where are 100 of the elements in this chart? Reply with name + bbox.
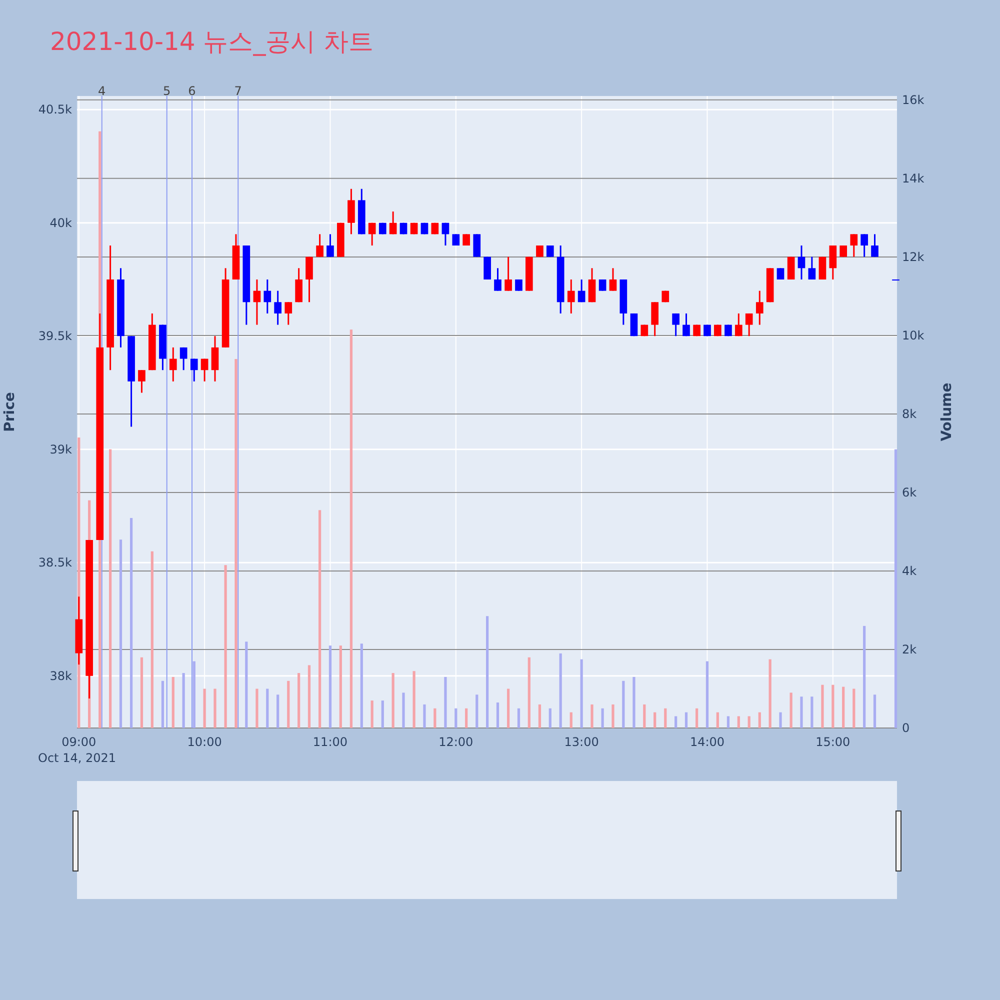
bar [224,565,227,728]
bar [287,680,290,728]
candlestick [200,358,208,382]
bar [434,708,436,728]
bar [873,694,876,728]
y2-tick-label: 8k [902,406,917,421]
candlestick [190,358,198,382]
candlestick [316,233,324,258]
y2-tick-label: 4k [902,564,917,578]
bar [245,642,248,728]
candlestick [368,222,376,246]
candlestick [808,256,816,280]
y2-tick-label: 6k [902,485,917,500]
candlestick [295,267,302,303]
bar [580,659,583,728]
bar [590,704,594,728]
x-tick-label: 15:00 [816,735,850,749]
bar [852,688,856,728]
bar [486,616,489,728]
bar [454,708,458,728]
bar [328,646,332,728]
bar [664,708,667,728]
candlestick [484,256,491,280]
x-tick-label: 12:00 [438,735,474,749]
y-tick-label: 39.5k [38,329,72,344]
candlestick [473,233,481,258]
bar [790,692,792,728]
y-tick-label: 40.5k [38,102,72,117]
bar [496,702,500,728]
candlestick [274,290,282,326]
bar [559,653,562,728]
bar [412,671,416,728]
bar [234,359,238,728]
candlestick [264,278,272,314]
y2-tick-label: 12k [902,250,924,264]
bar [612,704,614,728]
text: Oct 14, 2021 [38,751,116,765]
bar [863,626,866,728]
bar [706,661,709,728]
bar [748,716,750,728]
bar [548,708,552,728]
bar [108,449,112,728]
bar [182,673,185,728]
bar [538,704,542,728]
bar [810,696,814,728]
candlestick [442,222,450,246]
bar [339,646,342,728]
bar [465,708,468,728]
bar [276,694,280,728]
bar [894,449,898,728]
bar [214,688,216,728]
bar [172,676,174,728]
bar [392,673,394,728]
bar [423,704,426,728]
bar [140,657,144,728]
bar [768,659,772,728]
candlestick [306,256,313,303]
candlestick [840,244,848,258]
y2-tick-label: 10k [902,328,924,342]
candlestick [798,244,806,280]
annotation: 6 [188,84,196,98]
bar [192,661,196,728]
y-tick-label: 40k [50,216,72,230]
y2-tick-label: 2k [902,642,917,656]
candlestick [850,233,858,258]
annotation: 4 [98,84,106,98]
bar [203,688,206,728]
y2-tick-label: 14k [902,171,924,186]
annotation: 5 [163,84,171,98]
bar [350,330,353,728]
candlestick [672,312,680,337]
candlestick [734,312,742,337]
candlestick [682,312,690,337]
bar [643,704,646,728]
bar [476,694,478,728]
y2-tick-label: 16k [902,92,924,107]
bar [444,676,447,728]
bar [696,708,698,728]
x-tick-label: 11:00 [312,735,348,749]
candlestick [818,256,826,280]
bar [119,540,122,728]
candlestick [578,278,586,303]
candlestick [787,256,795,280]
candlestick [180,346,188,371]
candlestick [651,301,658,337]
y-tick-label: 39k [50,442,72,456]
candlestick [588,267,596,303]
x-tick-label: 13:00 [564,735,599,749]
candlestick [567,278,575,314]
bar [150,551,154,728]
x-tick-label: 14:00 [690,735,725,749]
candlestick [494,267,502,292]
bar [737,716,740,728]
bar [821,684,824,728]
candlestick [253,278,261,326]
bar [832,684,834,728]
annotation: 7 [234,84,242,98]
bar [517,708,520,728]
candlestick [169,346,177,382]
bar [308,665,311,728]
